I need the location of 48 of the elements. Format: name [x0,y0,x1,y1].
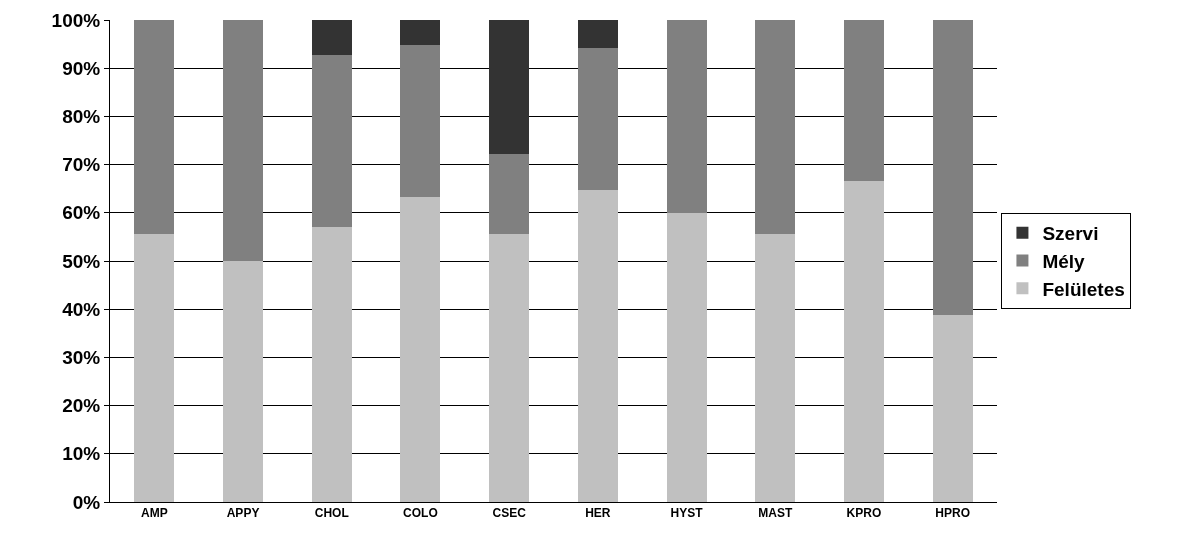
x-tick-label: AMP [141,506,168,521]
bar [932,20,973,315]
y-tick-label: 60% [62,202,101,224]
x-tick-label: HPRO [935,506,970,521]
bar [843,20,884,181]
y-tick-label: 70% [62,154,101,176]
bar [223,261,264,502]
y-tick-label: 100% [51,9,101,31]
bar [311,54,352,227]
bar [311,226,352,502]
x-tick-label: APPY [226,506,260,521]
y-tick-label: 10% [62,443,101,465]
bar [666,212,707,502]
legend-label: Mély [1042,250,1086,272]
bar [134,234,175,502]
bar [400,45,441,198]
y-tick-label: 20% [62,395,101,417]
bar [311,20,352,55]
bar [932,314,973,502]
bar [134,20,175,235]
x-tick-label: MAST [758,506,793,521]
x-tick-label: HYST [670,506,704,521]
bar [400,20,441,46]
bar [577,48,618,191]
y-tick-label: 50% [62,250,101,272]
x-tick-label: CSEC [492,506,527,521]
x-tick-label: KPRO [846,506,882,521]
bar [577,190,618,502]
y-tick-label: 40% [62,298,101,320]
bar [666,20,707,213]
x-tick-label: CHOL [314,506,349,521]
bar [755,20,796,235]
bar [489,20,530,154]
legend-label: Szervi [1042,223,1099,245]
bar [489,234,530,502]
x-tick-label: HER [585,506,611,521]
bar [489,153,530,235]
bar [223,20,264,261]
y-tick-label: 30% [62,347,101,369]
y-tick-label: 0% [72,491,101,513]
bar [843,180,884,502]
y-tick-label: 90% [62,57,101,79]
bar [577,20,618,49]
x-tick-label: COLO [403,506,438,521]
legend-label: Felületes [1042,278,1125,300]
bar [400,197,441,502]
y-tick-label: 80% [62,106,101,128]
bar [755,234,796,502]
